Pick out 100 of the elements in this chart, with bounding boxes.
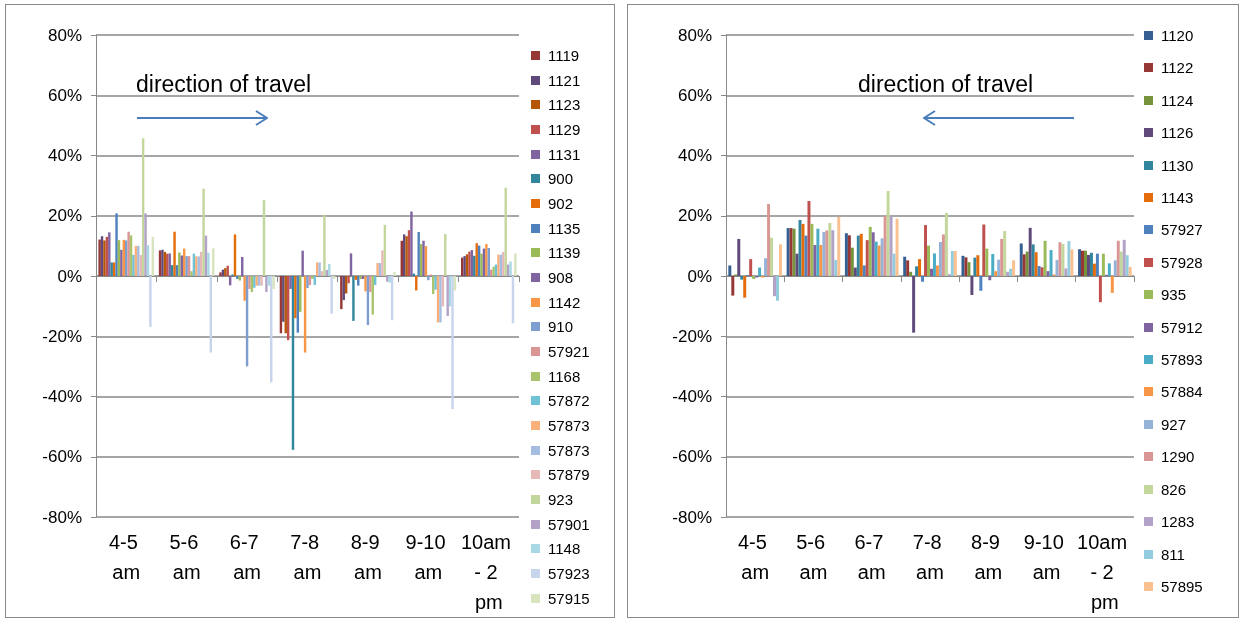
legend-label: 1135 <box>548 219 581 237</box>
bar <box>381 250 384 276</box>
legend-label: 1131 <box>548 145 581 163</box>
bar <box>347 276 350 284</box>
bar <box>1003 231 1007 276</box>
legend-label: 57915 <box>548 589 590 607</box>
bar <box>272 276 275 289</box>
legend-label: 57884 <box>1161 383 1203 401</box>
bar <box>982 224 986 276</box>
legend-label: 1119 <box>548 47 580 64</box>
legend-label: 57921 <box>548 343 590 361</box>
x-tick-label: 4-5 am <box>737 531 773 583</box>
x-tick-label: 6-7 am <box>229 531 265 583</box>
legend-label: 1121 <box>548 71 581 89</box>
y-tick-label: 0% <box>57 266 82 286</box>
annotation: direction of travel <box>858 71 1034 98</box>
x-tick-label: 7-8 am <box>290 531 325 583</box>
bar <box>340 276 343 310</box>
bar <box>927 245 930 276</box>
bar <box>149 276 152 327</box>
bar <box>764 258 768 276</box>
x-tick-label: 10am - 2 pm <box>1077 531 1133 613</box>
bar <box>816 228 820 276</box>
bar <box>311 276 314 280</box>
bar <box>1095 253 1099 276</box>
bar <box>895 218 899 276</box>
legend-label: 1139 <box>548 244 581 262</box>
bar <box>115 213 118 276</box>
legend-label: 902 <box>548 195 574 213</box>
bar <box>921 276 925 282</box>
bar <box>393 271 396 276</box>
bar <box>1000 238 1004 276</box>
legend-label: 908 <box>548 269 574 287</box>
bar <box>798 219 802 276</box>
bar <box>743 276 747 298</box>
bar <box>889 216 893 276</box>
legend-label: 1143 <box>1161 189 1194 207</box>
y-tick-label: -40% <box>42 387 82 406</box>
y-tick-label: 60% <box>47 85 82 105</box>
bar <box>932 253 936 276</box>
x-tick-label: 8-9 am <box>971 531 1006 583</box>
bar <box>886 191 890 276</box>
bar <box>289 276 292 289</box>
bar <box>1119 251 1123 276</box>
bar <box>997 259 1001 276</box>
bar <box>1098 276 1102 303</box>
legend-label: 1120 <box>1161 27 1194 44</box>
bar <box>1107 263 1111 276</box>
bar <box>1012 260 1016 276</box>
bar <box>282 276 285 322</box>
bar <box>770 237 774 276</box>
bar <box>938 241 942 276</box>
bar <box>1043 240 1047 276</box>
bar <box>862 265 866 276</box>
bar <box>935 265 939 276</box>
bar <box>301 250 304 276</box>
bar <box>446 276 449 317</box>
bar <box>369 276 372 292</box>
legend-label: 923 <box>548 491 574 509</box>
bar <box>924 225 928 276</box>
bar <box>108 232 111 276</box>
legend-label: 57928 <box>1161 253 1203 271</box>
bar <box>202 188 205 276</box>
legend-label: 910 <box>548 318 574 336</box>
legend-label: 57923 <box>548 565 590 583</box>
legend-label: 935 <box>1161 286 1187 304</box>
legend-label: 1142 <box>548 293 581 311</box>
bar <box>1064 268 1068 276</box>
bar <box>850 247 854 276</box>
bar <box>427 276 430 281</box>
bar <box>749 259 753 276</box>
x-tick-label: 7-8 am <box>912 531 948 583</box>
bar <box>979 276 983 291</box>
bar <box>883 215 887 276</box>
bar <box>422 240 425 276</box>
bar <box>778 244 782 276</box>
bar <box>1067 241 1071 276</box>
legend-label: 1283 <box>1161 513 1195 531</box>
bar <box>837 216 841 276</box>
bar <box>504 187 507 276</box>
x-tick-label: 9-10 am <box>1023 531 1070 583</box>
bar <box>120 249 123 276</box>
x-tick-label: 5-6 am <box>796 531 831 583</box>
bar <box>1101 253 1105 276</box>
bar <box>265 276 268 292</box>
bar <box>1128 266 1132 276</box>
bar <box>967 262 971 276</box>
y-tick-label: 20% <box>47 206 82 226</box>
bar <box>767 204 771 276</box>
legend-label: 1168 <box>548 367 581 385</box>
bar <box>132 254 135 276</box>
bar <box>485 244 488 276</box>
bar <box>804 235 808 276</box>
bar <box>1034 252 1038 276</box>
bar <box>1049 250 1053 276</box>
bar <box>173 231 176 276</box>
x-tick-label: 9-10 am <box>405 531 452 583</box>
legend-label: 927 <box>1161 415 1187 433</box>
bar <box>740 276 744 280</box>
bar <box>480 253 483 276</box>
